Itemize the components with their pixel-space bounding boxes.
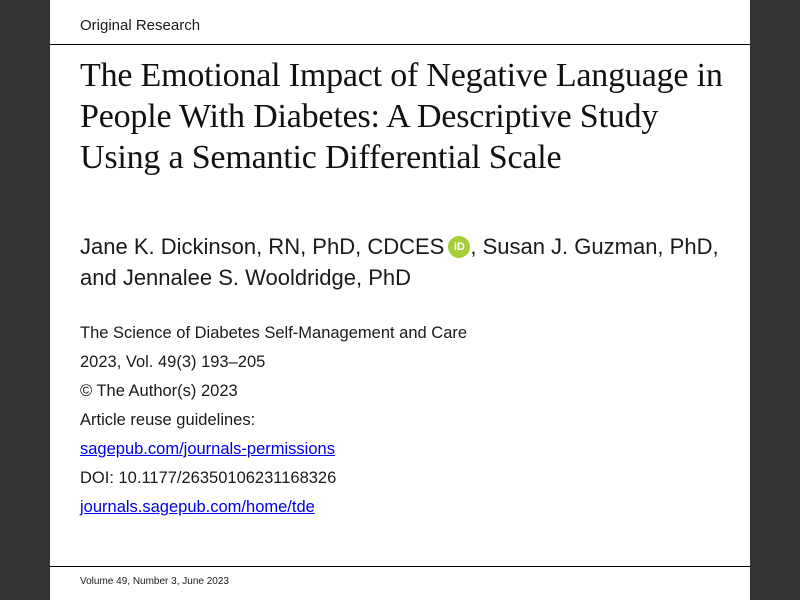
journal-name: The Science of Diabetes Self-Management … — [80, 324, 468, 342]
author-list: Jane K. Dickinson, RN, PhD, CDCES iD, Sus… — [80, 231, 740, 293]
article-title: The Emotional Impact of Negative Languag… — [80, 57, 723, 176]
reuse-label: Article reuse guidelines: — [80, 411, 256, 429]
author-primary: Jane K. Dickinson, RN, PhD, CDCES — [80, 234, 445, 259]
copyright: © The Author(s) 2023 — [80, 382, 238, 400]
footer-divider — [50, 566, 750, 567]
issue-footer: Volume 49, Number 3, June 2023 — [80, 576, 229, 587]
permissions-link[interactable]: sagepub.com/journals-permissions — [80, 440, 335, 458]
citation: 2023, Vol. 49(3) 193–205 — [80, 353, 266, 371]
header-divider — [50, 44, 750, 45]
doi: DOI: 10.1177/26350106231168326 — [80, 469, 337, 487]
author-coauthors: , Susan J. Guzman, PhD, and Jennalee S. … — [80, 234, 719, 290]
section-label: Original Research — [80, 17, 201, 34]
document-page: Original Research The Emotional Impact o… — [50, 0, 750, 600]
journal-home-link[interactable]: journals.sagepub.com/home/tde — [80, 498, 315, 516]
publication-metadata: The Science of Diabetes Self-Management … — [80, 319, 467, 522]
orcid-icon[interactable]: iD — [448, 236, 471, 258]
